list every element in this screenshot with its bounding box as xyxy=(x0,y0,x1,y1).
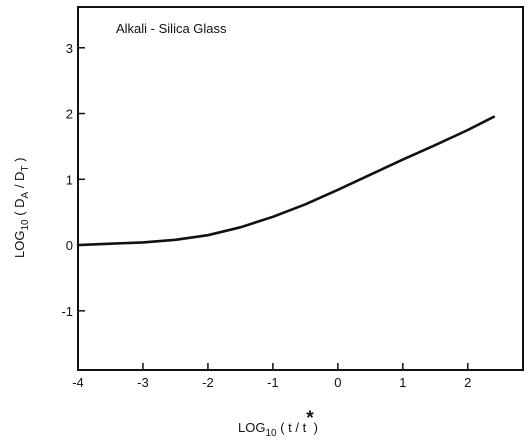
plot-frame xyxy=(77,6,524,371)
x-tick-label: -4 xyxy=(72,375,84,390)
x-tick-label: 2 xyxy=(464,375,471,390)
x-axis-label: LOG10 ( t / t*) xyxy=(238,408,318,439)
x-tick-label: -1 xyxy=(267,375,279,390)
x-tick-label: 0 xyxy=(334,375,341,390)
y-tick-label: 3 xyxy=(66,41,73,56)
ticks: -4 -3 -2 -1 0 1 2 -1 0 1 2 3 xyxy=(61,41,471,390)
x-tick-label: -2 xyxy=(202,375,214,390)
x-tick-label: -3 xyxy=(137,375,149,390)
y-axis-label: LOG10 ( DA / DT ) xyxy=(12,157,31,258)
y-tick-label: -1 xyxy=(61,304,73,319)
y-tick-label: 2 xyxy=(66,107,73,122)
y-tick-label: 1 xyxy=(66,172,73,187)
data-line xyxy=(76,115,496,247)
chart-title: Alkali - Silica Glass xyxy=(116,21,227,36)
x-tick-label: 1 xyxy=(399,375,406,390)
y-tick-label: 0 xyxy=(66,238,73,253)
